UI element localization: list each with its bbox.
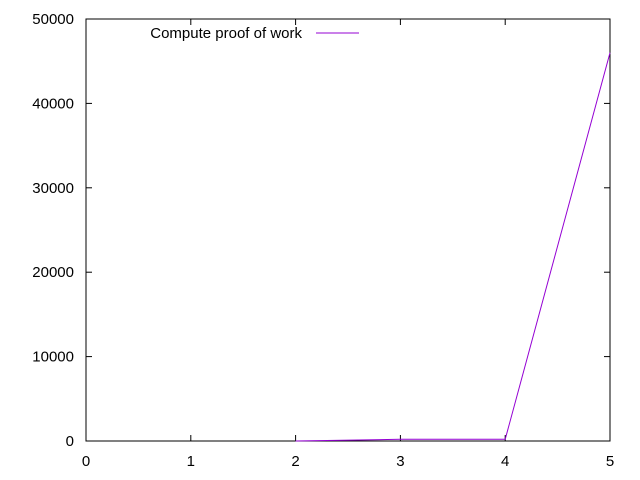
- y-tick-label: 40000: [32, 95, 74, 112]
- y-tick-label: 10000: [32, 349, 74, 366]
- legend-label: Compute proof of work: [150, 25, 302, 42]
- x-tick-label: 4: [501, 453, 509, 470]
- x-tick-labels: 0 1 2 3 4 5: [82, 453, 614, 470]
- tick-marks: [85, 18, 611, 442]
- x-tick-label: 2: [291, 453, 299, 470]
- y-tick-labels: 0 10000 20000 30000 40000 50000: [32, 11, 74, 450]
- series-layer: [295, 52, 611, 442]
- x-tick-label: 0: [82, 453, 90, 470]
- x-tick-label: 5: [606, 453, 614, 470]
- plot-frame: [85, 18, 611, 442]
- legend: Compute proof of work: [150, 25, 359, 42]
- series-line: [295, 52, 611, 442]
- y-tick-label: 0: [66, 433, 74, 450]
- y-tick-label: 50000: [32, 11, 74, 28]
- y-tick-label: 20000: [32, 264, 74, 281]
- x-tick-label: 1: [187, 453, 195, 470]
- x-tick-label: 3: [396, 453, 404, 470]
- y-tick-label: 30000: [32, 180, 74, 197]
